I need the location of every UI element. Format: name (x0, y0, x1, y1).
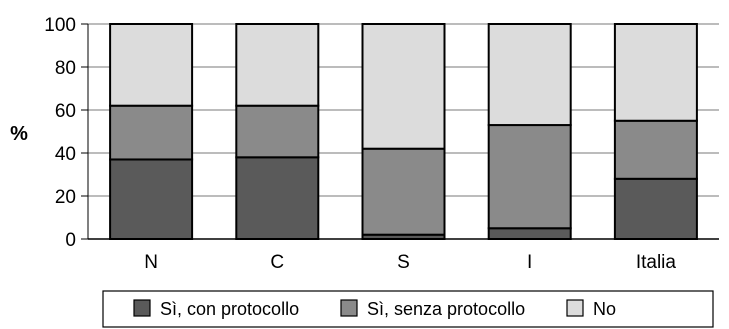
y-axis-label: % (10, 123, 28, 145)
x-tick-label: S (397, 252, 410, 273)
y-axis: 0 20 40 60 80 100 (44, 15, 89, 251)
bar-segment (109, 104, 194, 161)
legend-label: Sì, senza protocollo (367, 299, 525, 319)
y-tick-label: 100 (44, 15, 76, 36)
x-tick-label: C (270, 252, 284, 273)
bar-segment (361, 23, 446, 150)
bar-segment (109, 158, 194, 240)
y-tick-label: 80 (55, 58, 76, 79)
legend-box (102, 290, 714, 328)
x-tick-label: Italia (636, 252, 677, 273)
bar-segment (235, 104, 320, 159)
bar-segment (235, 156, 320, 240)
legend-label: Sì, con protocollo (160, 299, 299, 319)
legend-swatch (340, 299, 358, 317)
bar-segment (613, 177, 698, 241)
y-tick-label: 0 (65, 230, 76, 251)
bar-segment (235, 23, 320, 107)
bar-segment (487, 124, 572, 230)
bar-segment (613, 119, 698, 180)
x-tick-label: I (527, 252, 532, 273)
y-tick-label: 40 (55, 144, 76, 165)
legend: Sì, con protocollo Sì, senza protocollo No (102, 290, 714, 328)
bar-segment (109, 23, 194, 107)
x-tick-label: N (144, 252, 158, 273)
y-tick-label: 60 (55, 101, 76, 122)
legend-swatch (133, 299, 151, 317)
x-axis: N C S I Italia (88, 238, 719, 273)
bar-segment (487, 23, 572, 127)
bars (109, 23, 698, 241)
bar-segment (361, 147, 446, 236)
legend-swatch (566, 299, 584, 317)
legend-label: No (593, 299, 616, 319)
bar-segment (613, 23, 698, 122)
y-tick-label: 20 (55, 187, 76, 208)
bar-segment (487, 227, 572, 240)
